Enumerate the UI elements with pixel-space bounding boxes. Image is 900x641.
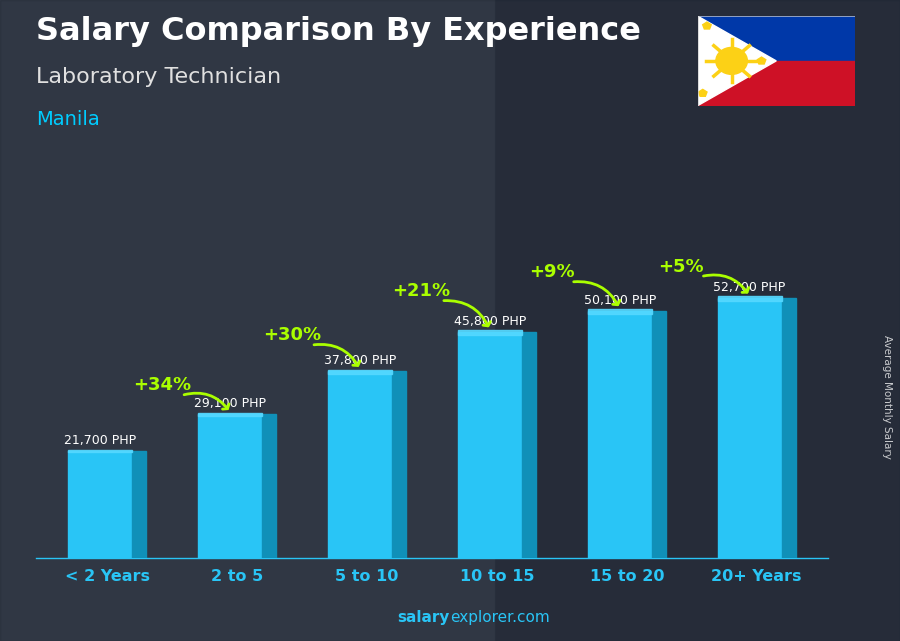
Text: Manila: Manila <box>36 110 100 129</box>
Bar <box>717 298 781 558</box>
Text: Average Monthly Salary: Average Monthly Salary <box>881 335 892 460</box>
Bar <box>198 413 262 416</box>
Text: 45,800 PHP: 45,800 PHP <box>454 315 526 328</box>
Bar <box>522 332 536 558</box>
Polygon shape <box>698 16 776 106</box>
Polygon shape <box>698 89 707 96</box>
Bar <box>458 331 522 335</box>
Bar <box>328 370 392 374</box>
Text: salary: salary <box>398 610 450 625</box>
Text: +34%: +34% <box>133 376 191 394</box>
Bar <box>588 311 652 558</box>
Bar <box>262 414 276 558</box>
Text: +21%: +21% <box>392 282 451 300</box>
Bar <box>698 61 855 106</box>
Text: +30%: +30% <box>263 326 320 344</box>
Text: 29,100 PHP: 29,100 PHP <box>194 397 266 410</box>
Polygon shape <box>757 57 766 64</box>
Text: 52,700 PHP: 52,700 PHP <box>714 281 786 294</box>
Bar <box>68 451 132 558</box>
Text: explorer.com: explorer.com <box>450 610 550 625</box>
Polygon shape <box>703 22 711 29</box>
Bar <box>717 296 781 301</box>
Bar <box>68 450 132 452</box>
Circle shape <box>716 47 747 74</box>
Bar <box>198 414 262 558</box>
Bar <box>652 311 666 558</box>
Bar <box>328 371 392 558</box>
Text: 37,800 PHP: 37,800 PHP <box>324 354 396 367</box>
Text: +5%: +5% <box>659 258 704 276</box>
Bar <box>458 332 522 558</box>
Bar <box>698 16 855 61</box>
Text: 50,100 PHP: 50,100 PHP <box>583 294 656 306</box>
Text: +9%: +9% <box>528 263 574 281</box>
Bar <box>392 371 406 558</box>
Bar <box>588 309 652 313</box>
Bar <box>0 0 495 641</box>
Bar <box>781 298 796 558</box>
Bar <box>495 0 900 641</box>
Text: Salary Comparison By Experience: Salary Comparison By Experience <box>36 16 641 47</box>
Bar <box>132 451 147 558</box>
Text: Laboratory Technician: Laboratory Technician <box>36 67 281 87</box>
Text: 21,700 PHP: 21,700 PHP <box>64 434 137 447</box>
Circle shape <box>724 54 740 68</box>
